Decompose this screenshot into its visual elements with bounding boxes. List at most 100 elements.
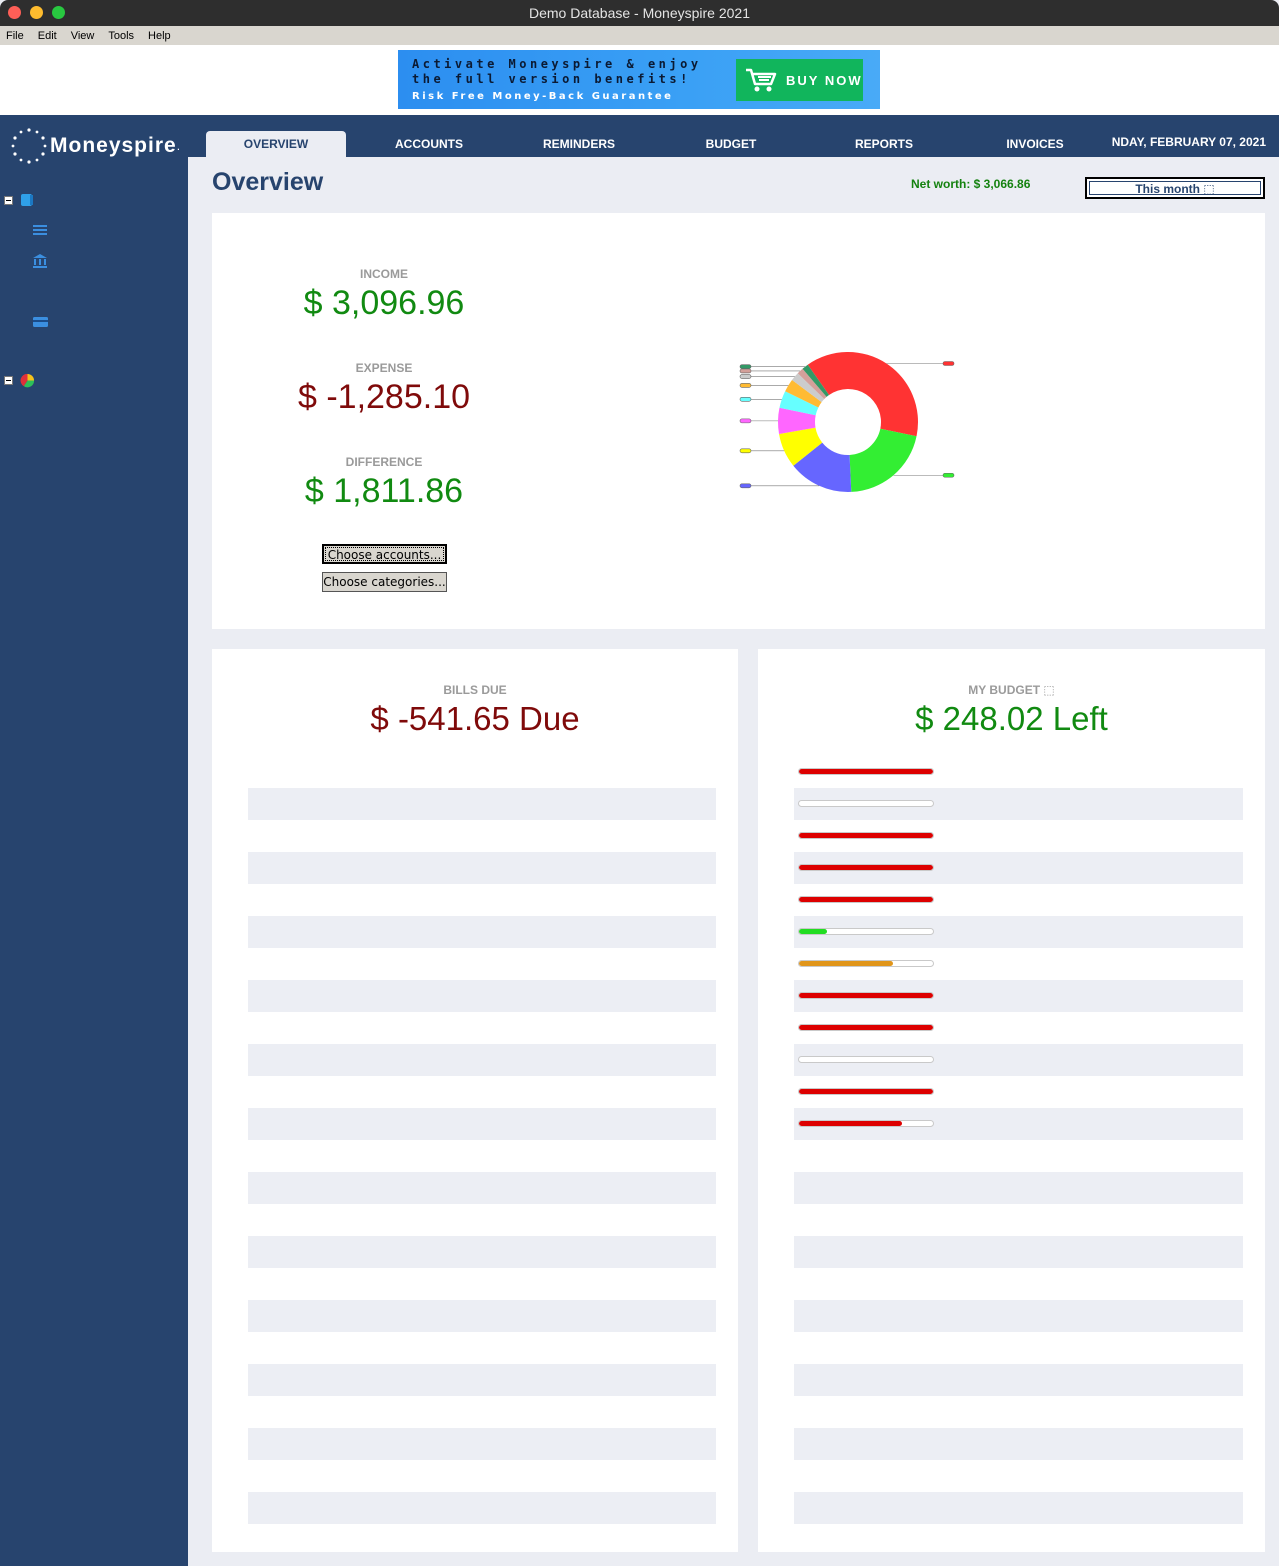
budget-row bbox=[794, 1364, 1243, 1396]
bill-row bbox=[248, 788, 716, 820]
tab-overview[interactable]: OVERVIEW bbox=[206, 131, 346, 157]
budget-progress-bar bbox=[798, 896, 934, 903]
tab-invoices[interactable]: INVOICES bbox=[1006, 137, 1064, 151]
banner-line-1: Activate Moneyspire & enjoy bbox=[412, 57, 702, 71]
tab-accounts[interactable]: ACCOUNTS bbox=[395, 137, 463, 151]
tab-bar: OVERVIEW ACCOUNTS REMINDERS BUDGET REPOR… bbox=[188, 115, 1279, 157]
buy-now-button[interactable]: BUY NOW bbox=[736, 59, 863, 101]
banner-line-3: Risk Free Money-Back Guarantee bbox=[412, 91, 674, 102]
cart-icon bbox=[746, 68, 777, 92]
budget-row bbox=[794, 1236, 1243, 1268]
tree-collapse-toggle-reports[interactable] bbox=[4, 376, 13, 385]
budget-progress-fill bbox=[799, 961, 893, 966]
budget-progress-bar bbox=[798, 928, 934, 935]
window-title: Demo Database - Moneyspire 2021 bbox=[528, 5, 750, 21]
donut-slice bbox=[807, 352, 918, 437]
activation-banner[interactable]: Activate Moneyspire & enjoy the full ver… bbox=[398, 50, 880, 109]
bill-row bbox=[248, 852, 716, 884]
donut-legend-swatch bbox=[739, 383, 752, 388]
donut-slice bbox=[792, 373, 825, 403]
net-worth: Net worth: $ 3,066.86 bbox=[911, 177, 1031, 191]
budget-progress-bar bbox=[798, 992, 934, 999]
donut-slice bbox=[802, 364, 830, 397]
bills-due-label: BILLS DUE bbox=[443, 683, 507, 697]
bill-row bbox=[248, 1300, 716, 1332]
logo-text: Moneyspire bbox=[50, 134, 177, 157]
menu-bar: File Edit View Tools Help bbox=[0, 26, 1279, 45]
logo-mark: . bbox=[176, 139, 181, 153]
budget-row bbox=[794, 1300, 1243, 1332]
window-close-button[interactable] bbox=[8, 6, 21, 19]
period-dropdown-value: This month ⬚ bbox=[1089, 181, 1261, 196]
menu-view[interactable]: View bbox=[70, 29, 95, 42]
menu-edit[interactable]: Edit bbox=[37, 29, 57, 42]
donut-legend-swatch bbox=[739, 368, 752, 374]
bill-row bbox=[248, 1236, 716, 1268]
budget-progress-bar bbox=[798, 768, 934, 775]
current-date: NDAY, FEBRUARY 07, 2021 bbox=[1111, 135, 1266, 149]
donut-legend-swatch bbox=[739, 374, 752, 379]
budget-progress-bar bbox=[798, 1120, 934, 1127]
bill-row bbox=[248, 1044, 716, 1076]
credit-card-icon[interactable] bbox=[33, 317, 48, 327]
expense-label: EXPENSE bbox=[355, 361, 413, 375]
page-title: Overview bbox=[212, 168, 324, 196]
period-dropdown[interactable]: This month ⬚ bbox=[1085, 177, 1265, 199]
menu-help[interactable]: Help bbox=[148, 29, 171, 42]
donut-slice bbox=[778, 407, 816, 435]
budget-progress-fill bbox=[799, 993, 933, 998]
bill-row bbox=[248, 980, 716, 1012]
expense-donut-chart bbox=[739, 352, 955, 492]
bank-icon[interactable] bbox=[32, 253, 48, 269]
donut-legend-swatch bbox=[739, 448, 752, 454]
budget-progress-bar bbox=[798, 800, 934, 807]
bill-row bbox=[248, 1492, 716, 1524]
menu-file[interactable]: File bbox=[6, 29, 24, 42]
budget-row bbox=[794, 1492, 1243, 1524]
sidebar: Moneyspire. bbox=[0, 115, 188, 1566]
book-icon[interactable] bbox=[20, 193, 34, 207]
budget-row bbox=[794, 1428, 1243, 1460]
donut-legend-swatch bbox=[739, 397, 752, 402]
tab-reminders[interactable]: REMINDERS bbox=[542, 137, 615, 151]
budget-progress-fill bbox=[799, 865, 933, 870]
expense-value: $ -1,285.10 bbox=[297, 378, 471, 416]
bill-row bbox=[248, 1108, 716, 1140]
menu-tools[interactable]: Tools bbox=[108, 29, 135, 42]
choose-accounts-button[interactable]: Choose accounts... bbox=[322, 544, 447, 564]
bill-row bbox=[248, 916, 716, 948]
donut-legend-swatch bbox=[739, 364, 752, 369]
donut-legend-swatch bbox=[942, 472, 955, 478]
budget-progress-bar bbox=[798, 1056, 934, 1063]
donut-slice bbox=[779, 427, 823, 466]
bills-due-panel bbox=[212, 649, 738, 1552]
list-icon[interactable] bbox=[33, 224, 47, 236]
tab-budget[interactable]: BUDGET bbox=[705, 137, 757, 151]
donut-slice bbox=[785, 379, 822, 408]
bill-row bbox=[248, 1428, 716, 1460]
donut-slice bbox=[797, 368, 827, 400]
window-maximize-button[interactable] bbox=[52, 6, 65, 19]
budget-progress-bar bbox=[798, 1088, 934, 1095]
window-titlebar: Demo Database - Moneyspire 2021 bbox=[0, 0, 1279, 26]
budget-progress-fill bbox=[799, 833, 933, 838]
banner-line-2: the full version benefits! bbox=[412, 72, 691, 86]
logo-ring-icon bbox=[11, 128, 47, 164]
bill-row bbox=[248, 1172, 716, 1204]
tree-collapse-toggle-accounts[interactable] bbox=[4, 196, 13, 205]
difference-value: $ 1,811.86 bbox=[304, 472, 464, 510]
bill-row bbox=[248, 1364, 716, 1396]
pie-chart-icon[interactable] bbox=[20, 373, 35, 388]
budget-panel bbox=[758, 649, 1265, 1552]
budget-progress-bar bbox=[798, 960, 934, 967]
choose-categories-button[interactable]: Choose categories... bbox=[322, 572, 447, 592]
donut-slice bbox=[849, 428, 917, 492]
budget-progress-fill bbox=[799, 769, 933, 774]
donut-legend-swatch bbox=[739, 418, 752, 424]
tab-reports[interactable]: REPORTS bbox=[854, 137, 913, 151]
budget-label: MY BUDGET ⬚ bbox=[968, 683, 1055, 697]
window-minimize-button[interactable] bbox=[30, 6, 43, 19]
income-value: $ 3,096.96 bbox=[303, 284, 465, 322]
budget-progress-fill bbox=[799, 929, 828, 934]
difference-label: DIFFERENCE bbox=[345, 455, 423, 469]
